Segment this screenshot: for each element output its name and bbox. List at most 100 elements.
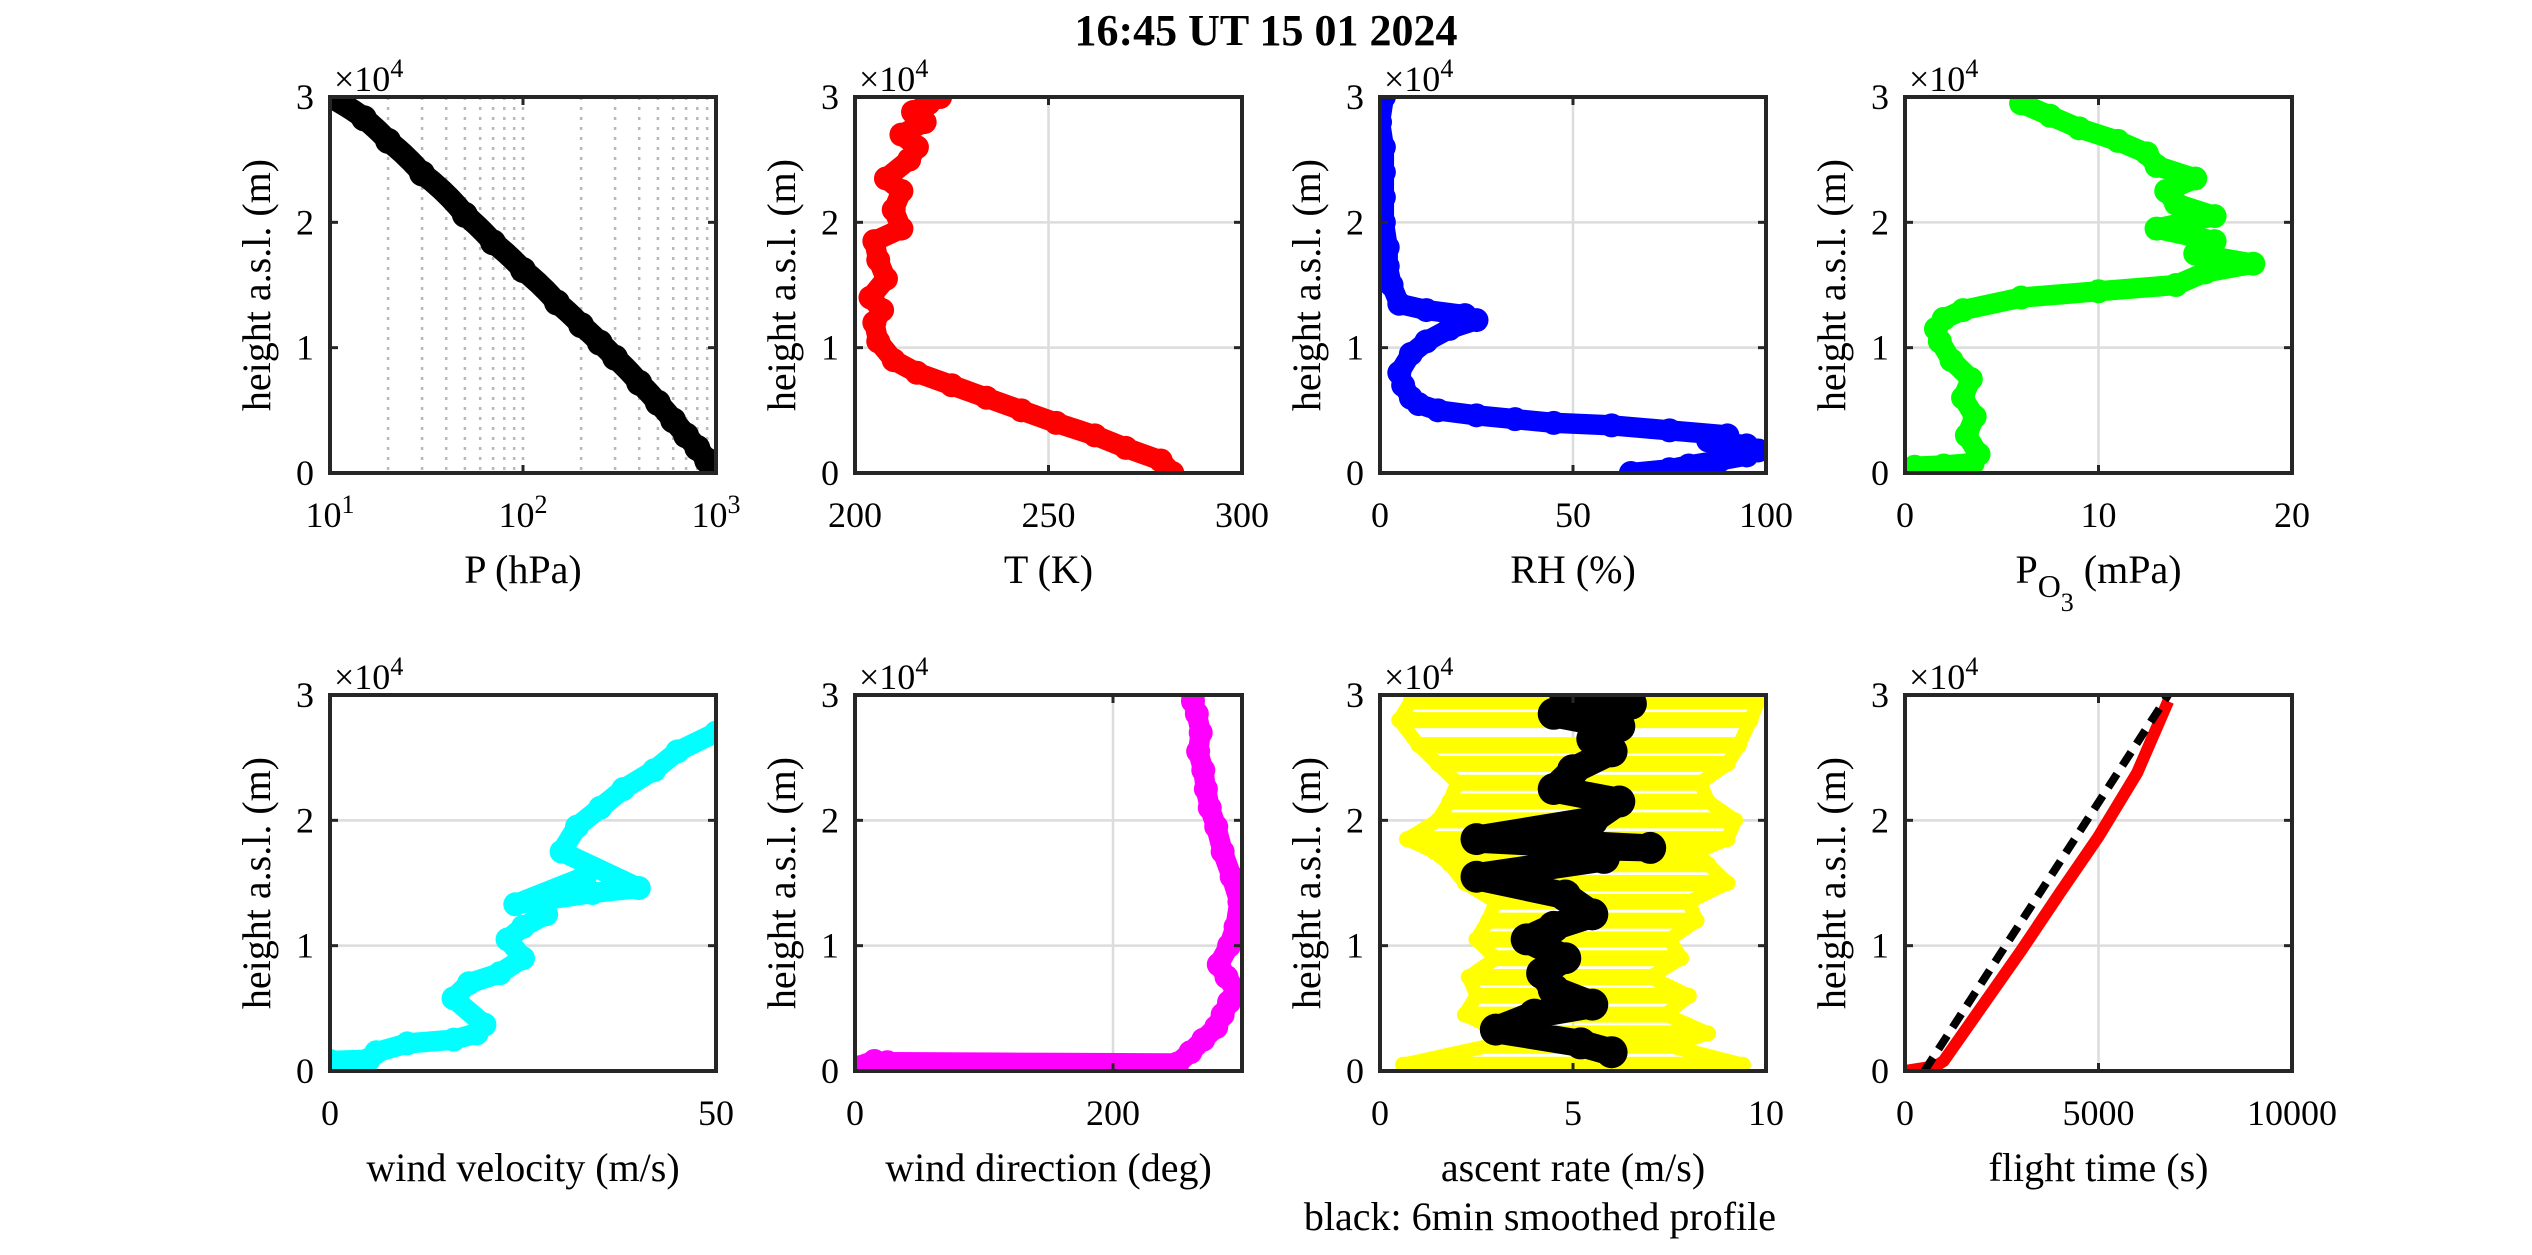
ticks: 0 5000 10000 0 1 2 3 <box>1871 675 2337 1133</box>
ticks: 0 5 10 0 1 2 3 <box>1346 675 1784 1133</box>
data-point <box>510 256 536 283</box>
data-point <box>1951 298 1976 323</box>
data-series-1 <box>1905 97 2266 473</box>
data-point <box>1009 398 1034 423</box>
y-axis-multiplier-exponent: 4 <box>915 54 928 83</box>
data-point <box>1905 454 1927 473</box>
y-axis-label: height a.s.l. (m) <box>759 159 804 411</box>
x-axis-label-subsubscript: 3 <box>2061 588 2074 617</box>
y-tick-label: 2 <box>821 800 839 840</box>
data-point <box>1188 720 1213 745</box>
data-point <box>456 971 481 996</box>
data-point <box>1210 839 1235 864</box>
data-point <box>395 1031 420 1056</box>
data-point <box>858 285 883 310</box>
data-point <box>543 289 570 316</box>
data-point <box>511 946 535 971</box>
ticks: 0 200 0 1 2 3 <box>821 675 1242 1133</box>
data-point <box>2163 273 2188 297</box>
x-tick-label: 10 <box>1748 1093 1784 1133</box>
data-point <box>873 166 898 191</box>
data-point <box>1931 453 1956 473</box>
data-series-2 <box>1460 695 1667 1069</box>
data-point <box>660 407 687 434</box>
data-point <box>866 247 891 272</box>
data-point <box>1380 160 1396 185</box>
x-tick-label: 20 <box>2274 495 2310 535</box>
y-tick-label: 0 <box>1871 453 1889 493</box>
y-axis-label: height a.s.l. (m) <box>234 159 279 411</box>
y-tick-label: 0 <box>1346 453 1364 493</box>
data-point <box>1962 404 1987 429</box>
panel-temperature: 200 250 300 0 1 2 3 ×104 T (K) height a.s.l. (m) <box>759 54 1269 592</box>
ticks: 0 10 20 0 1 2 3 <box>1871 77 2310 535</box>
data-point <box>568 312 595 339</box>
data-point <box>1479 1013 1512 1046</box>
data-point <box>1954 423 1979 448</box>
x-axis-label-unit: (mPa) <box>2074 547 2182 592</box>
data-point <box>1186 739 1211 764</box>
data-point <box>1437 316 1462 341</box>
data-point <box>974 385 999 410</box>
data-point <box>2183 241 2208 266</box>
data-point <box>1227 889 1242 914</box>
y-axis-multiplier-exponent: 4 <box>390 652 403 681</box>
data-point <box>586 329 613 356</box>
data-point <box>928 97 953 109</box>
data-point <box>1526 829 1559 862</box>
data-point <box>1707 448 1732 473</box>
data-point <box>889 216 914 241</box>
data-point <box>2134 141 2159 166</box>
y-axis-multiplier: ×104 <box>1909 652 1978 697</box>
data-point <box>1939 348 1964 373</box>
data-point <box>881 348 906 373</box>
data-point <box>1676 453 1701 473</box>
data-point <box>1634 831 1667 864</box>
data-point <box>1951 385 1976 410</box>
data-point <box>2202 204 2227 229</box>
data-series-1 <box>855 695 1242 1071</box>
y-axis-label: height a.s.l. (m) <box>1284 757 1329 1009</box>
data-point <box>1180 695 1205 707</box>
data-point <box>472 1012 497 1037</box>
x-tick-label: 103 <box>692 490 741 535</box>
data-series-1 <box>858 97 1185 473</box>
ticks: 0 50 0 1 2 3 <box>296 675 734 1133</box>
data-point <box>1576 898 1609 931</box>
data-point <box>1557 754 1589 787</box>
y-axis-multiplier-exponent: 4 <box>390 54 403 83</box>
data-point <box>1193 777 1218 801</box>
data-point <box>862 229 887 254</box>
x-tick-label: 100 <box>1739 495 1793 535</box>
grid-lines <box>1905 695 2292 1071</box>
ticks: 200 250 300 0 1 2 3 <box>821 77 1269 535</box>
y-tick-label: 2 <box>1346 202 1364 242</box>
data-point <box>1460 823 1493 856</box>
panel-flight-time: 0 5000 10000 0 1 2 3 ×104 flight time (s) height … <box>1809 652 2337 1190</box>
x-tick-label: 0 <box>321 1093 339 1133</box>
data-point <box>2086 279 2111 304</box>
series-group <box>858 97 1185 473</box>
data-point <box>1414 298 1439 323</box>
smoothing-note: black: 6min smoothed profile <box>1304 1194 1776 1239</box>
data-point <box>1380 185 1396 210</box>
data-point <box>1657 457 1682 473</box>
data-point <box>2105 128 2130 153</box>
data-point <box>549 877 574 902</box>
y-tick-label: 0 <box>821 1051 839 1091</box>
data-point <box>375 127 402 154</box>
series-trace <box>855 695 1242 1071</box>
data-point <box>511 914 535 939</box>
y-axis-multiplier-exponent: 4 <box>1965 652 1978 681</box>
y-axis-label: height a.s.l. (m) <box>234 757 279 1009</box>
y-tick-label: 1 <box>1871 328 1889 368</box>
data-point <box>1541 410 1566 435</box>
ascent-band-edge <box>1643 698 1765 1071</box>
y-tick-label: 2 <box>1346 800 1364 840</box>
x-tick-exponent: 1 <box>342 490 355 519</box>
y-axis-multiplier-exponent: 4 <box>1440 652 1453 681</box>
data-point <box>1464 403 1489 428</box>
